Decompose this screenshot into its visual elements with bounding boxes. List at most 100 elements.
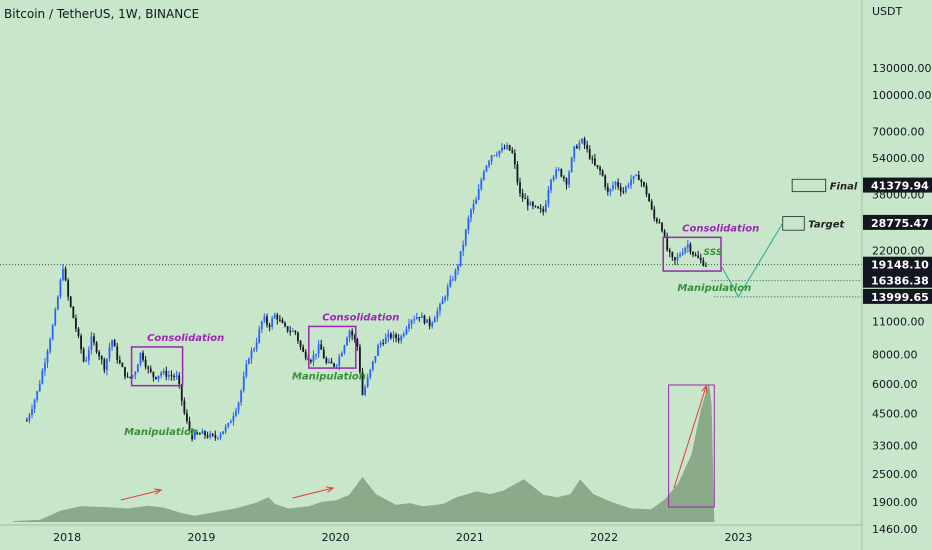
x-tick-label: 2019 [187, 531, 215, 544]
price-label: 16386.38 [871, 275, 929, 288]
price-label-bg [863, 177, 932, 193]
candle-body [379, 342, 382, 346]
price-label-bg [863, 272, 932, 288]
candle-body [431, 322, 434, 327]
price-label-bg [863, 214, 932, 230]
candle-body [382, 342, 385, 344]
candle-body [529, 202, 532, 206]
target-label: Target [808, 219, 845, 230]
candle-body [340, 353, 343, 357]
candle-body [263, 316, 266, 322]
candle-body [679, 254, 681, 257]
candle-body [454, 270, 457, 280]
y-tick-label: 70000.00 [872, 126, 925, 139]
price-label: 28775.47 [871, 217, 929, 230]
candle-body [361, 372, 364, 395]
candle-body [397, 338, 400, 341]
candle-body [113, 340, 116, 347]
candle-body [498, 150, 501, 155]
price-label: 41379.94 [871, 180, 929, 193]
x-tick-label: 2023 [724, 531, 752, 544]
candle-body [59, 280, 62, 297]
y-tick-label: 130000.00 [872, 62, 932, 75]
candle-body [387, 333, 390, 338]
candle-body [511, 150, 514, 153]
candle-body [550, 179, 552, 191]
candle-body [157, 375, 160, 379]
candle-body [72, 306, 75, 319]
candle-body [488, 161, 490, 166]
candle-body [663, 231, 666, 237]
candle-body [534, 205, 537, 207]
candle-body [44, 362, 46, 371]
candle-body [242, 376, 245, 391]
volume-arrow-head [154, 488, 163, 495]
candle-body [328, 361, 330, 363]
candle-body [201, 431, 204, 434]
candle-body [402, 333, 405, 337]
candle-body [560, 169, 563, 177]
candle-body [668, 250, 671, 253]
y-tick-label: 6000.00 [872, 378, 918, 391]
candle-body [294, 330, 297, 333]
volume-area [13, 382, 715, 522]
candle-body [41, 370, 44, 384]
candle-body [451, 279, 454, 281]
y-tick-label: 4500.00 [872, 407, 918, 420]
candle-body [485, 165, 488, 172]
candle-body [173, 376, 175, 378]
candle-body [284, 322, 286, 327]
candle-body [351, 330, 354, 336]
candle-body [105, 358, 108, 371]
candle-body [95, 342, 98, 353]
candle-body [694, 254, 697, 256]
volume-arrow [673, 385, 707, 489]
candle-body [632, 175, 635, 180]
candle-body [136, 364, 139, 373]
consolidation-box [308, 325, 357, 369]
candle-body [286, 326, 289, 332]
candle-body [56, 296, 59, 310]
candle-body [211, 433, 214, 436]
final-label: Final [830, 181, 858, 192]
candle-body [395, 334, 397, 339]
candle-body [278, 319, 281, 321]
candle-body [521, 193, 524, 199]
candle-body [160, 372, 163, 376]
candle-body [80, 335, 82, 350]
candle-body [227, 423, 230, 427]
projection-line [720, 222, 784, 298]
candle-body [258, 329, 261, 343]
candle-body [124, 367, 126, 377]
candle-body [593, 158, 596, 166]
candle-body [661, 223, 663, 232]
candle-body [596, 165, 599, 168]
candle-body [426, 319, 428, 324]
candle-body [539, 208, 542, 210]
candle-body [131, 375, 134, 378]
candle-body [508, 145, 511, 151]
y-tick-label: 11000.00 [872, 316, 925, 329]
candle-body [480, 179, 483, 190]
candle-body [134, 372, 137, 376]
candle-body [653, 209, 656, 219]
candle-body [46, 351, 49, 363]
x-tick-label: 2021 [456, 531, 484, 544]
candle-body [240, 390, 243, 403]
candle-body [129, 376, 132, 378]
candle-body [532, 202, 534, 206]
candle-body [100, 356, 103, 360]
candle-body [405, 328, 408, 334]
volume-arrow-head [325, 486, 335, 493]
candle-body [643, 182, 645, 186]
candle-body [689, 244, 692, 252]
candle-body [144, 359, 147, 368]
candle-body [183, 400, 186, 414]
candle-body [418, 316, 421, 318]
candle-body [524, 198, 527, 200]
candle-body [705, 265, 707, 267]
candle-body [420, 315, 423, 318]
